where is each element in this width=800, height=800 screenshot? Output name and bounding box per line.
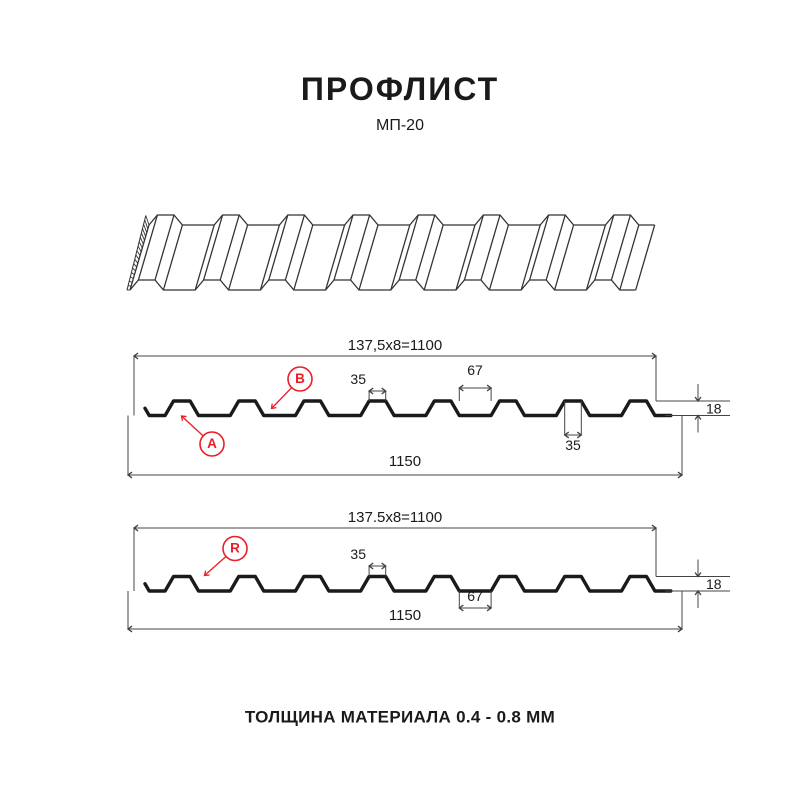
svg-text:A: A (207, 436, 217, 451)
svg-text:67: 67 (467, 588, 483, 604)
svg-text:18: 18 (706, 400, 722, 416)
svg-text:МП-20: МП-20 (376, 117, 424, 134)
svg-text:137.5x8=1100: 137.5x8=1100 (348, 509, 442, 526)
svg-text:B: B (295, 371, 305, 386)
svg-text:ТОЛЩИНА МАТЕРИАЛА 0.4 - 0.8 ММ: ТОЛЩИНА МАТЕРИАЛА 0.4 - 0.8 ММ (245, 708, 555, 727)
svg-text:1150: 1150 (389, 607, 421, 624)
svg-text:ПРОФЛИСТ: ПРОФЛИСТ (301, 71, 499, 107)
svg-text:35: 35 (565, 437, 581, 453)
svg-text:67: 67 (467, 362, 483, 378)
svg-text:35: 35 (350, 546, 366, 562)
svg-text:35: 35 (350, 371, 366, 387)
svg-text:R: R (230, 541, 240, 556)
svg-text:137,5x8=1100: 137,5x8=1100 (348, 337, 442, 354)
svg-text:18: 18 (706, 576, 722, 592)
svg-text:1150: 1150 (389, 453, 421, 470)
